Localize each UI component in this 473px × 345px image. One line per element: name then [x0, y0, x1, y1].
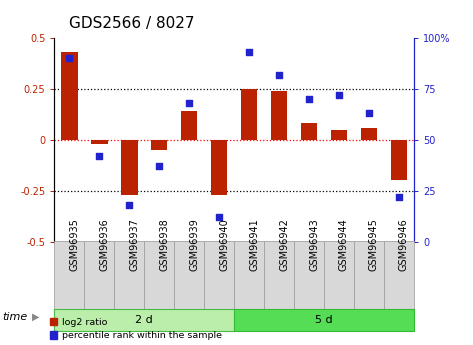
- Text: GSM96944: GSM96944: [339, 218, 349, 271]
- Text: 2 d: 2 d: [135, 315, 153, 325]
- Text: GSM96943: GSM96943: [309, 218, 319, 271]
- Point: [305, 96, 313, 102]
- Bar: [121, 140, 138, 195]
- Bar: [301, 124, 317, 140]
- Text: GSM96945: GSM96945: [369, 218, 379, 271]
- Text: time: time: [2, 312, 27, 322]
- Point: [335, 92, 343, 98]
- Bar: [234, 309, 414, 331]
- Bar: [61, 52, 78, 140]
- Point: [125, 202, 133, 208]
- Bar: [294, 241, 324, 309]
- Bar: [264, 241, 294, 309]
- Bar: [391, 140, 407, 180]
- Bar: [331, 129, 347, 140]
- Legend: log2 ratio, percentile rank within the sample: log2 ratio, percentile rank within the s…: [50, 317, 222, 340]
- Bar: [181, 111, 197, 140]
- Bar: [354, 241, 384, 309]
- Bar: [114, 241, 144, 309]
- Text: GSM96940: GSM96940: [219, 218, 229, 271]
- Bar: [324, 241, 354, 309]
- Point: [395, 194, 403, 199]
- Point: [245, 49, 253, 55]
- Bar: [151, 140, 167, 150]
- Bar: [241, 89, 257, 140]
- Text: GSM96938: GSM96938: [159, 218, 169, 271]
- Text: GDS2566 / 8027: GDS2566 / 8027: [69, 16, 194, 30]
- Bar: [271, 91, 287, 140]
- Bar: [84, 241, 114, 309]
- Bar: [384, 241, 414, 309]
- Point: [66, 56, 73, 61]
- Bar: [91, 140, 107, 144]
- Bar: [211, 140, 228, 195]
- Point: [185, 100, 193, 106]
- Point: [156, 164, 163, 169]
- Text: GSM96939: GSM96939: [189, 218, 199, 271]
- Point: [365, 110, 373, 116]
- Bar: [204, 241, 234, 309]
- Text: 5 d: 5 d: [315, 315, 333, 325]
- Text: GSM96946: GSM96946: [399, 218, 409, 271]
- Bar: [234, 241, 264, 309]
- Bar: [54, 309, 234, 331]
- Text: GSM96935: GSM96935: [70, 218, 79, 271]
- Text: GSM96941: GSM96941: [249, 218, 259, 271]
- Bar: [174, 241, 204, 309]
- Text: ▶: ▶: [32, 312, 40, 322]
- Text: GSM96942: GSM96942: [279, 218, 289, 271]
- Text: GSM96937: GSM96937: [129, 218, 139, 271]
- Text: GSM96936: GSM96936: [99, 218, 109, 271]
- Bar: [361, 128, 377, 140]
- Bar: [144, 241, 174, 309]
- Point: [215, 214, 223, 220]
- Point: [275, 72, 283, 77]
- Bar: [54, 241, 84, 309]
- Point: [96, 153, 103, 159]
